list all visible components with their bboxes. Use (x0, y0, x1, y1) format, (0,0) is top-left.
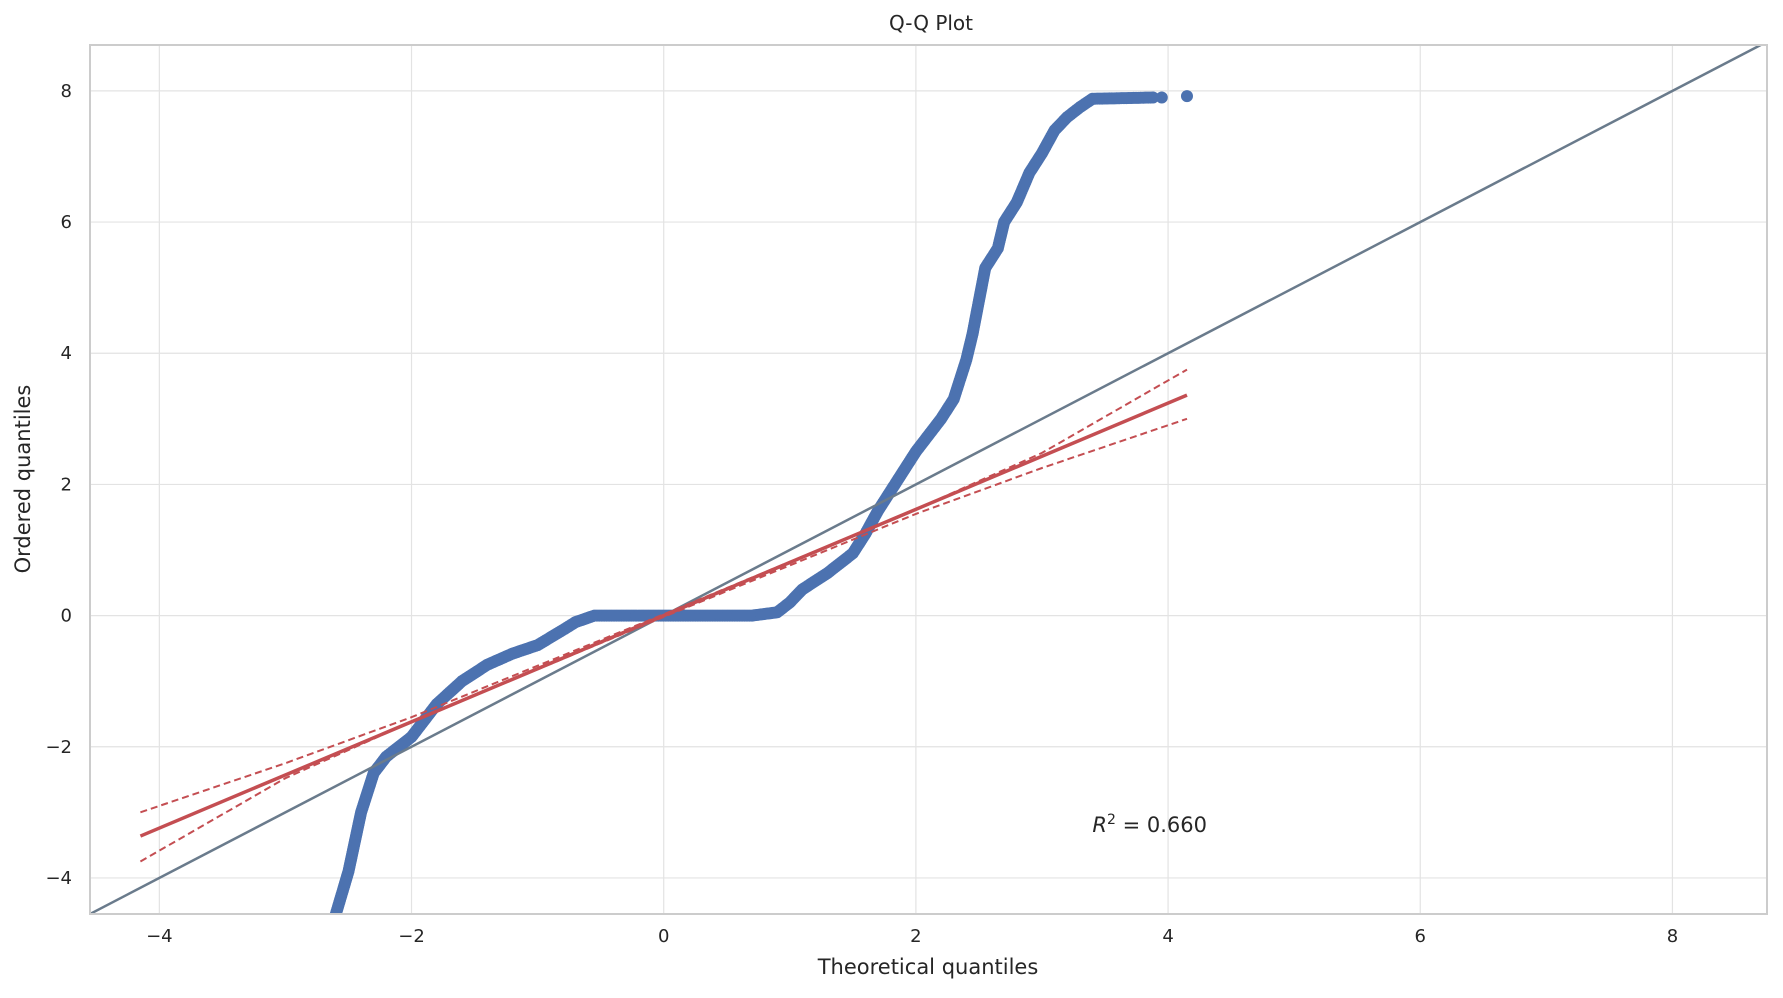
x-tick-label: 6 (1415, 926, 1426, 947)
plot-area (90, 45, 1764, 914)
y-tick-label: 2 (61, 474, 72, 495)
y-axis-label: Ordered quantiles (11, 385, 35, 574)
r-squared-superscript: 2 (1107, 812, 1116, 828)
y-axis-ticks: −4 −2 0 2 4 6 8 (45, 81, 72, 889)
x-tick-label: 4 (1162, 926, 1173, 947)
x-axis-ticks: −4 −2 0 2 4 6 8 (146, 926, 1678, 947)
fit-line (139, 393, 1188, 838)
r-squared-symbol: R (1092, 813, 1107, 837)
y-tick-label: 4 (61, 343, 72, 364)
x-tick-label: 8 (1667, 926, 1678, 947)
x-tick-label: 2 (910, 926, 921, 947)
plot-frame (89, 44, 1768, 915)
data-point (1147, 91, 1160, 104)
x-tick-label: 0 (658, 926, 669, 947)
y-tick-label: 6 (61, 212, 72, 233)
y-tick-label: 0 (61, 606, 72, 627)
x-axis-label: Theoretical quantiles (817, 955, 1039, 979)
y-tick-label: 8 (61, 81, 72, 102)
y-tick-label: −4 (45, 868, 72, 889)
reference-line (90, 45, 1764, 914)
x-tick-label: −4 (146, 926, 173, 947)
r-squared-annotation: R2 = 0.660 (1092, 812, 1207, 837)
y-tick-label: −2 (45, 737, 72, 758)
data-point (1180, 90, 1193, 103)
chart-title: Q-Q Plot (889, 11, 973, 35)
x-tick-label: −2 (398, 926, 425, 947)
r-squared-value: = 0.660 (1116, 813, 1207, 837)
fit-band-lower (139, 417, 1188, 863)
fit-band-upper (140, 368, 1188, 814)
grid-layer (90, 45, 1767, 914)
data-point (1155, 91, 1168, 104)
